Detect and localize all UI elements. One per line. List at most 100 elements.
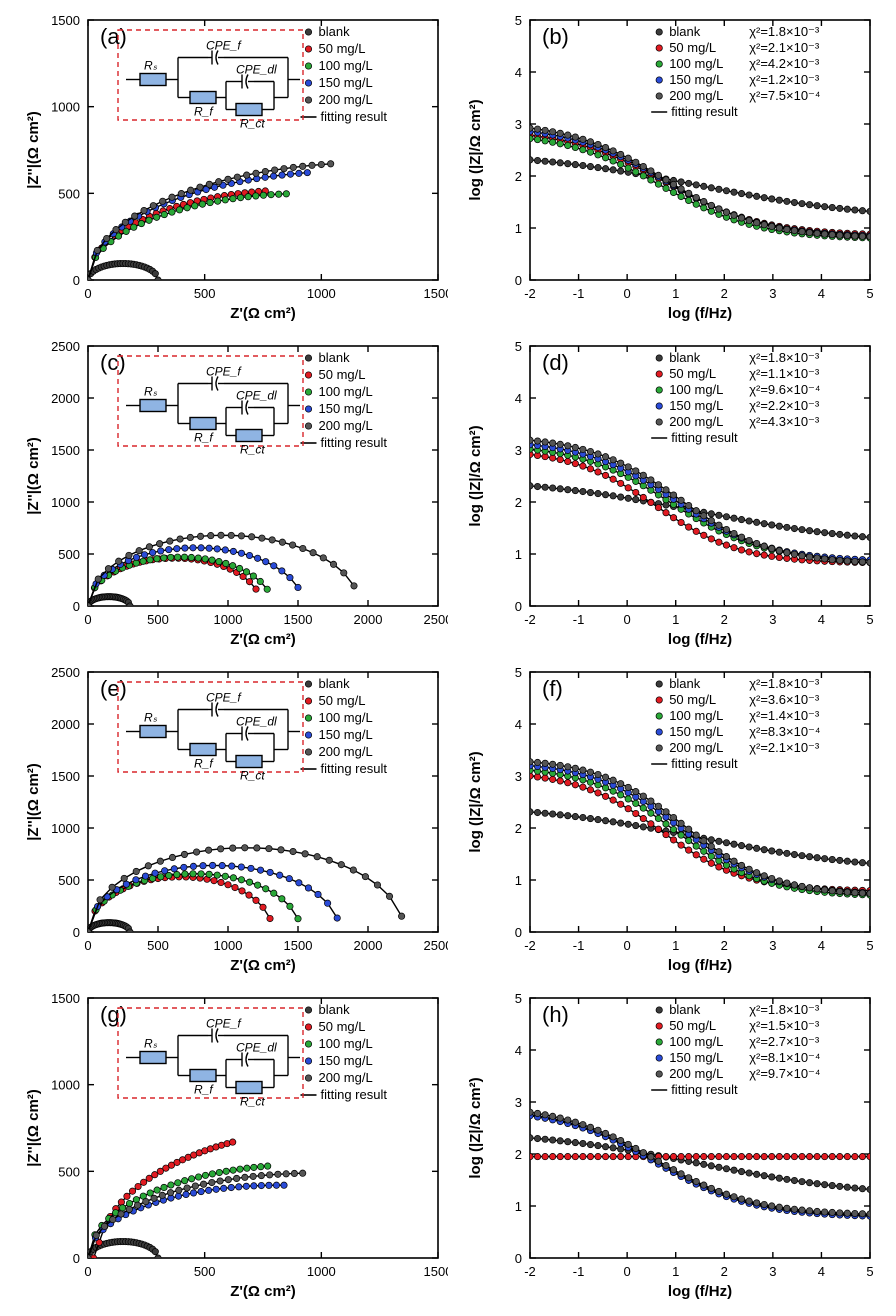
svg-text:1000: 1000: [51, 100, 80, 115]
svg-text:χ²=2.1×10⁻³: χ²=2.1×10⁻³: [749, 40, 820, 55]
svg-text:2500: 2500: [424, 938, 448, 953]
svg-text:log (f/Hz): log (f/Hz): [668, 631, 732, 648]
svg-text:(f): (f): [542, 676, 563, 701]
svg-text:1000: 1000: [307, 1264, 336, 1279]
svg-text:(g): (g): [100, 1002, 127, 1027]
svg-text:Rₛ: Rₛ: [144, 59, 158, 73]
svg-text:CPE_dl: CPE_dl: [236, 1041, 277, 1055]
svg-text:4: 4: [515, 717, 522, 732]
svg-text:50 mg/L: 50 mg/L: [669, 692, 716, 707]
svg-text:2000: 2000: [354, 938, 383, 953]
svg-text:200 mg/L: 200 mg/L: [319, 92, 373, 107]
svg-text:1: 1: [515, 1199, 522, 1214]
svg-text:(e): (e): [100, 676, 127, 701]
svg-text:0: 0: [515, 273, 522, 288]
svg-text:5: 5: [515, 13, 522, 28]
svg-text:100 mg/L: 100 mg/L: [669, 56, 723, 71]
svg-text:1000: 1000: [214, 938, 243, 953]
svg-text:χ²=1.8×10⁻³: χ²=1.8×10⁻³: [749, 1002, 820, 1017]
svg-text:fitting result: fitting result: [321, 761, 388, 776]
panel-e: 0500100015002000250005001000150020002500…: [18, 660, 448, 980]
svg-text:1: 1: [672, 612, 679, 627]
svg-text:200 mg/L: 200 mg/L: [669, 1066, 723, 1081]
svg-text:200 mg/L: 200 mg/L: [669, 740, 723, 755]
svg-text:fitting result: fitting result: [671, 104, 738, 119]
svg-text:|Z''|(Ω cm²): |Z''|(Ω cm²): [25, 763, 42, 841]
svg-text:fitting result: fitting result: [321, 435, 388, 450]
svg-text:1500: 1500: [51, 443, 80, 458]
svg-text:3: 3: [515, 769, 522, 784]
svg-text:150 mg/L: 150 mg/L: [669, 1050, 723, 1065]
svg-text:3: 3: [769, 1264, 776, 1279]
svg-text:-1: -1: [573, 1264, 585, 1279]
svg-text:150 mg/L: 150 mg/L: [669, 724, 723, 739]
svg-text:log (f/Hz): log (f/Hz): [668, 1283, 732, 1300]
svg-text:R_ct: R_ct: [240, 769, 265, 783]
svg-text:0: 0: [515, 1251, 522, 1266]
svg-text:150 mg/L: 150 mg/L: [669, 398, 723, 413]
svg-text:5: 5: [866, 938, 873, 953]
svg-text:blank: blank: [319, 676, 351, 691]
svg-text:3: 3: [515, 117, 522, 132]
svg-text:|Z''|(Ω cm²): |Z''|(Ω cm²): [25, 111, 42, 189]
svg-text:1000: 1000: [51, 495, 80, 510]
svg-text:3: 3: [769, 938, 776, 953]
panel-c: 0500100015002000250005001000150020002500…: [18, 334, 448, 654]
svg-text:2500: 2500: [51, 665, 80, 680]
svg-text:150 mg/L: 150 mg/L: [669, 72, 723, 87]
svg-text:Rₛ: Rₛ: [144, 1037, 158, 1051]
svg-text:1500: 1500: [51, 13, 80, 28]
svg-text:4: 4: [515, 1043, 522, 1058]
svg-text:500: 500: [147, 938, 169, 953]
svg-text:5: 5: [866, 1264, 873, 1279]
svg-text:2000: 2000: [51, 391, 80, 406]
svg-text:CPE_f: CPE_f: [206, 365, 242, 379]
svg-text:1500: 1500: [284, 612, 313, 627]
svg-text:CPE_dl: CPE_dl: [236, 63, 277, 77]
svg-text:-1: -1: [573, 286, 585, 301]
svg-text:4: 4: [515, 65, 522, 80]
svg-text:1500: 1500: [424, 1264, 448, 1279]
svg-text:200 mg/L: 200 mg/L: [319, 1070, 373, 1085]
svg-text:500: 500: [58, 1164, 80, 1179]
svg-text:(a): (a): [100, 24, 127, 49]
svg-text:2500: 2500: [51, 339, 80, 354]
svg-text:χ²=9.7×10⁻⁴: χ²=9.7×10⁻⁴: [749, 1066, 820, 1081]
svg-text:log (|Z|/Ω cm²): log (|Z|/Ω cm²): [467, 99, 484, 200]
svg-text:χ²=9.6×10⁻⁴: χ²=9.6×10⁻⁴: [749, 382, 820, 397]
svg-text:500: 500: [194, 1264, 216, 1279]
svg-text:1500: 1500: [424, 286, 448, 301]
svg-text:χ²=2.1×10⁻³: χ²=2.1×10⁻³: [749, 740, 820, 755]
svg-text:blank: blank: [319, 350, 351, 365]
svg-text:blank: blank: [669, 1002, 701, 1017]
svg-text:200 mg/L: 200 mg/L: [669, 88, 723, 103]
svg-text:log (f/Hz): log (f/Hz): [668, 305, 732, 322]
svg-text:50 mg/L: 50 mg/L: [319, 693, 366, 708]
svg-text:3: 3: [769, 612, 776, 627]
svg-text:100 mg/L: 100 mg/L: [319, 710, 373, 725]
svg-text:150 mg/L: 150 mg/L: [319, 75, 373, 90]
svg-text:3: 3: [515, 1095, 522, 1110]
svg-text:(c): (c): [100, 350, 126, 375]
svg-text:χ²=3.6×10⁻³: χ²=3.6×10⁻³: [749, 692, 820, 707]
svg-text:χ²=2.7×10⁻³: χ²=2.7×10⁻³: [749, 1034, 820, 1049]
svg-text:CPE_f: CPE_f: [206, 691, 242, 705]
svg-text:1500: 1500: [51, 991, 80, 1006]
svg-text:R_ct: R_ct: [240, 117, 265, 131]
svg-text:Z'(Ω cm²): Z'(Ω cm²): [230, 305, 296, 322]
svg-text:R_f: R_f: [194, 105, 214, 119]
svg-text:blank: blank: [669, 24, 701, 39]
svg-text:150 mg/L: 150 mg/L: [319, 727, 373, 742]
svg-text:150 mg/L: 150 mg/L: [319, 1053, 373, 1068]
svg-text:50 mg/L: 50 mg/L: [669, 366, 716, 381]
svg-text:log (|Z|/Ω cm²): log (|Z|/Ω cm²): [467, 1077, 484, 1178]
svg-text:2: 2: [721, 612, 728, 627]
svg-text:χ²=8.1×10⁻⁴: χ²=8.1×10⁻⁴: [749, 1050, 820, 1065]
svg-text:500: 500: [58, 186, 80, 201]
svg-text:1: 1: [515, 873, 522, 888]
svg-text:blank: blank: [669, 350, 701, 365]
svg-text:CPE_f: CPE_f: [206, 39, 242, 53]
svg-text:χ²=1.8×10⁻³: χ²=1.8×10⁻³: [749, 676, 820, 691]
svg-text:CPE_dl: CPE_dl: [236, 389, 277, 403]
svg-text:χ²=1.8×10⁻³: χ²=1.8×10⁻³: [749, 24, 820, 39]
